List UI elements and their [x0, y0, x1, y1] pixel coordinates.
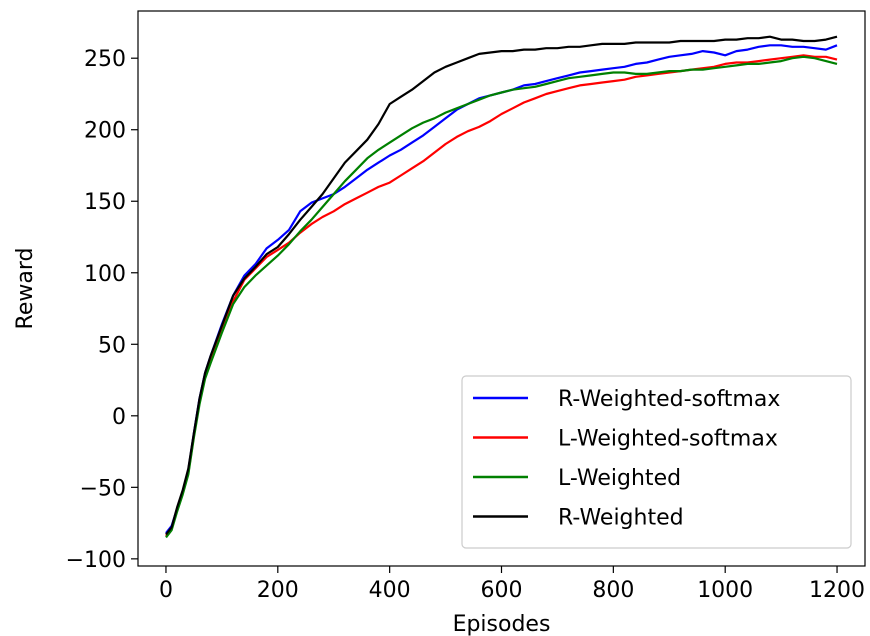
y-tick-label: 200 [84, 119, 126, 144]
y-tick-label: 50 [98, 333, 126, 358]
x-tick-label: 600 [481, 578, 523, 603]
legend-label: L-Weighted-softmax [558, 427, 778, 452]
plot-area [165, 35, 838, 539]
y-tick-label: 100 [84, 262, 126, 287]
x-tick-label: 1000 [697, 578, 753, 603]
y-tick-label: 250 [84, 47, 126, 72]
legend-box [461, 375, 852, 549]
y-tick-label: 0 [112, 405, 126, 430]
y-axis-ticks: −100 −50 0 50 100 150 200 250 [66, 47, 138, 573]
series-line-l-weighted-softmax [165, 54, 838, 537]
x-tick-label: 400 [369, 578, 411, 603]
x-axis-ticks: 0 200 400 600 800 1000 1200 [159, 566, 865, 603]
x-tick-label: 800 [592, 578, 634, 603]
legend-label: R-Weighted-softmax [558, 387, 780, 412]
y-tick-label: 150 [84, 190, 126, 215]
legend-label: L-Weighted [558, 466, 681, 491]
y-axis-title: Reward [13, 248, 38, 330]
series-line-r-weighted [165, 35, 838, 536]
series-line-l-weighted [165, 55, 838, 539]
x-tick-label: 0 [159, 578, 173, 603]
x-tick-label: 1200 [809, 578, 865, 603]
legend: R-Weighted-softmax L-Weighted-softmax L-We… [461, 375, 852, 549]
x-axis-title: Episodes [453, 612, 551, 636]
x-tick-label: 200 [257, 578, 299, 603]
y-tick-label: −100 [66, 548, 126, 573]
y-tick-label: −50 [80, 476, 126, 501]
legend-label: R-Weighted [558, 506, 684, 531]
